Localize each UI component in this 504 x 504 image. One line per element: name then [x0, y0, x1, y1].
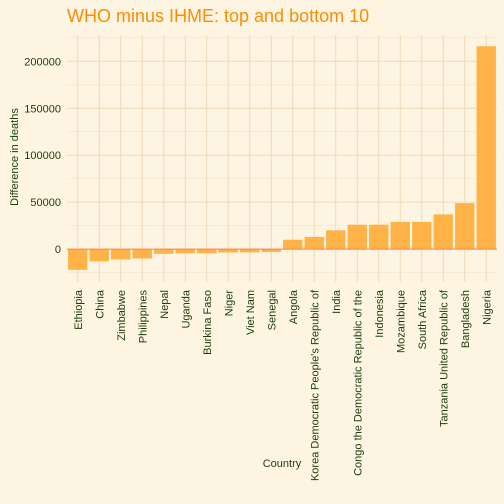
x-tick-label: Korea Democratic People's Republic of [309, 289, 321, 481]
chart-title: WHO minus IHME: top and bottom 10 [67, 6, 369, 26]
bar [132, 249, 152, 259]
x-axis-label: Country [263, 458, 302, 470]
x-ticks: Ethiopia China Zimbabwe Philippines Nepal Uga… [73, 289, 494, 481]
x-tick-label: Zimbabwe [116, 290, 128, 341]
x-tick-label: Mozambique [395, 290, 407, 353]
bar [240, 249, 260, 253]
bar [390, 221, 410, 250]
y-tick-label: 50000 [30, 197, 61, 209]
y-ticks: 0 50000 100000 150000 200000 [24, 56, 61, 256]
x-tick-label: Viet Nam [245, 290, 257, 335]
x-tick-label: Congo the Democratic Republic of the [352, 290, 364, 476]
y-tick-label: 200000 [24, 56, 61, 68]
bar [304, 236, 324, 250]
x-tick-label: China [94, 289, 106, 319]
bars [68, 46, 496, 270]
bar [412, 221, 432, 250]
bar [433, 214, 453, 250]
x-tick-label: Angola [288, 289, 300, 324]
x-tick-label: Senegal [266, 290, 278, 330]
grid [67, 35, 497, 282]
bar [476, 46, 496, 250]
bar [197, 249, 217, 254]
x-tick-label: Philippines [137, 290, 149, 344]
bar [89, 249, 109, 262]
y-tick-label: 100000 [24, 150, 61, 162]
bar [175, 249, 195, 254]
x-tick-label: Indonesia [374, 289, 386, 338]
bar [283, 239, 303, 250]
bar [369, 224, 389, 250]
x-tick-label: Ethiopia [73, 289, 85, 330]
y-tick-label: 150000 [24, 103, 61, 115]
x-tick-label: India [331, 289, 343, 314]
bar [154, 249, 174, 254]
bar [68, 249, 88, 270]
bar [326, 230, 346, 250]
bar [218, 249, 238, 253]
x-tick-label: Uganda [180, 289, 192, 328]
x-tick-label: Nigeria [481, 289, 493, 325]
x-tick-label: South Africa [417, 289, 429, 349]
x-tick-label: Nepal [159, 290, 171, 319]
y-axis-label: Difference in deaths [9, 108, 21, 206]
bar [347, 224, 367, 250]
y-tick-label: 0 [55, 244, 61, 256]
bar [261, 249, 281, 252]
bar [455, 203, 475, 250]
x-tick-label: Bangladesh [460, 290, 472, 348]
x-tick-label: Niger [223, 290, 235, 317]
x-tick-label: Burkina Faso [202, 290, 214, 355]
bar [111, 249, 131, 260]
x-tick-label: Tanzania United Republic of [438, 289, 450, 427]
